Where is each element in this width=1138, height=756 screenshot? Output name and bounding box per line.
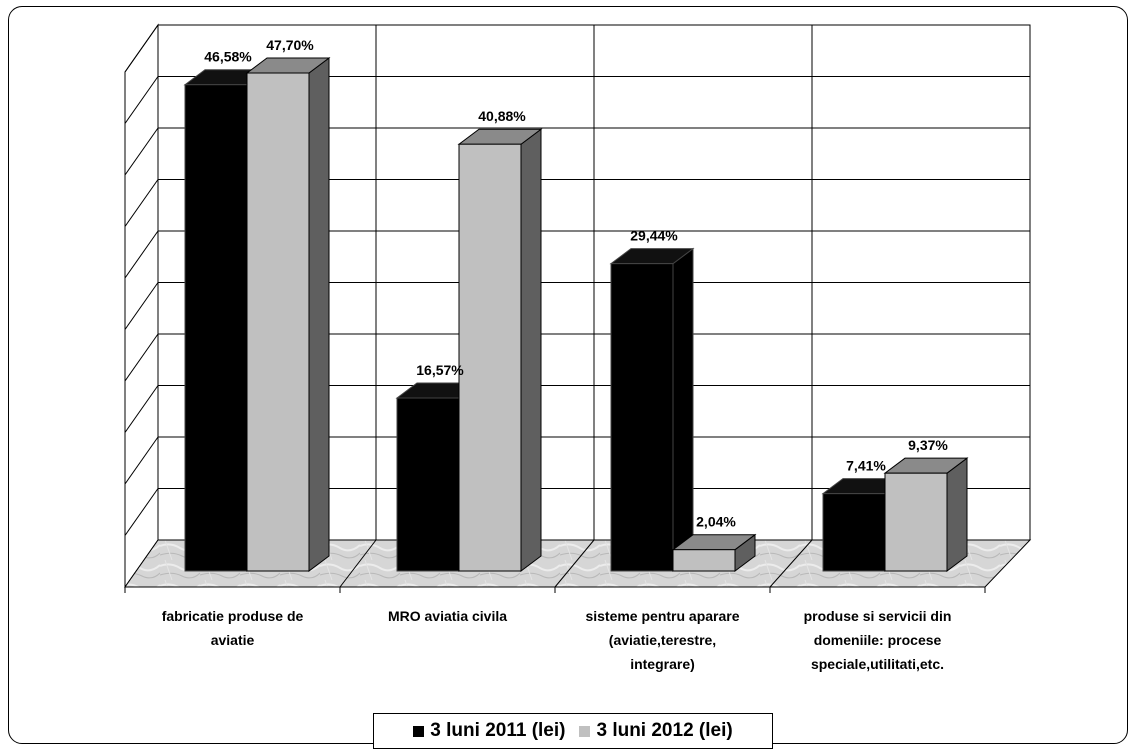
chart-bars [183,57,969,572]
bar [671,533,757,572]
bar [609,247,695,572]
bar-front [458,143,522,572]
side-gridline [124,436,159,485]
legend-label-2011: 3 luni 2011 (lei) [430,720,566,741]
category-label: integrare) [630,656,695,672]
bar [245,57,331,572]
bar-front [396,397,460,572]
data-label: 7,41% [846,458,886,474]
data-label: 40,88% [478,108,526,124]
side-gridline [124,385,159,433]
bar-side [946,457,968,572]
bar-front [246,72,310,572]
floor-divider [769,539,813,588]
bar-side [672,247,694,572]
bar-side [520,128,542,572]
legend-swatch-2012 [579,725,591,737]
side-gridline [124,230,159,279]
chart-floor [124,539,1032,588]
side-gridline [124,24,159,73]
side-gridline [124,127,159,176]
bar-side [308,57,330,572]
data-labels: 46,58% 47,70% 16,57% 40,88% 29,44% 2,04% 7,41%… [204,37,948,530]
category-label: fabricatie produse de [162,608,304,624]
data-label: 2,04% [696,514,736,530]
legend-label-2012: 3 luni 2012 (lei) [596,720,733,741]
bar-front [610,263,674,572]
side-gridline [124,179,159,227]
bar [457,128,543,572]
bar [883,457,969,572]
category-label: (aviatie,terestre, [609,632,716,648]
data-label: 47,70% [266,37,314,53]
category-label: aviatie [211,632,255,648]
floor-divider [339,539,377,588]
bar-front [822,493,886,572]
legend-item-2012: 3 luni 2012 (lei) [579,720,733,742]
side-gridline [124,76,159,124]
bar-front [184,84,248,572]
bar-front [884,472,948,572]
data-label: 46,58% [204,49,252,65]
category-label: domeniile: procese [814,632,942,648]
legend-swatch-2011 [413,725,425,737]
side-gridline [124,488,159,536]
floor-divider [554,539,595,588]
category-axis-labels: fabricatie produse de aviatie MRO aviatia … [162,608,952,672]
category-label: sisteme pentru aparare [585,608,739,624]
category-label: speciale,utilitati,etc. [811,656,944,672]
legend-item-2011: 3 luni 2011 (lei) [413,720,565,742]
data-label: 9,37% [908,437,948,453]
side-gridline [124,282,159,330]
bar-front [672,549,736,572]
data-label: 16,57% [416,362,464,378]
legend: 3 luni 2011 (lei) 3 luni 2012 (lei) [373,713,773,749]
category-label: MRO aviatia civila [388,608,507,624]
side-gridline [124,333,159,382]
data-label: 29,44% [630,228,678,244]
category-label: produse si servicii din [804,608,952,624]
